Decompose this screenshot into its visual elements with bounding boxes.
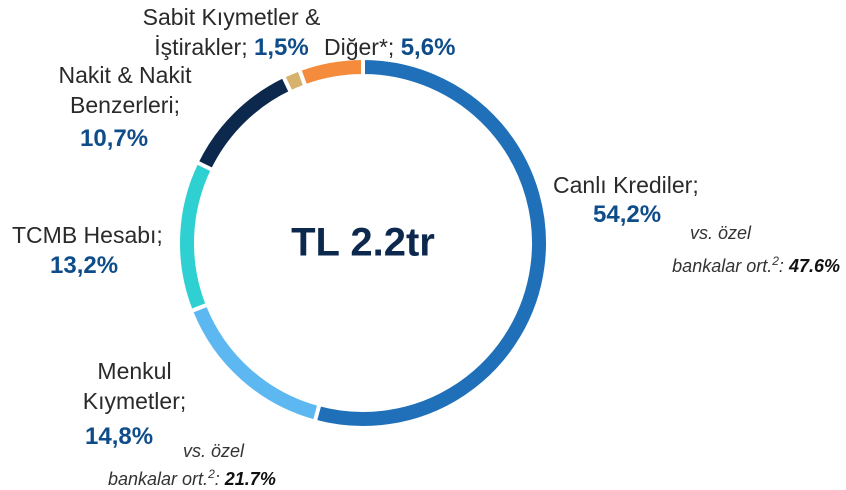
donut-segment [296, 55, 365, 89]
value-label: 13,2% [50, 252, 119, 279]
annotation-sep: : [214, 469, 220, 489]
annotation-sup: 2 [208, 467, 215, 481]
annotation-text: bankalar ort. [672, 256, 773, 276]
center-label: TL 2.2tr [291, 221, 435, 265]
value-label: 1,5% [253, 34, 309, 61]
annotation: vs. özel [690, 223, 752, 243]
donut-segment [176, 159, 216, 314]
category-label: Diğer*; 5,6% [324, 32, 455, 63]
value-label: 54,2% [593, 201, 662, 228]
value-label: 14,8% [85, 423, 154, 450]
category-label: Canlı Krediler; [553, 172, 699, 198]
annotation-value: 47.6% [788, 256, 840, 276]
value-label: 10,7% [80, 125, 149, 152]
donut-segment [188, 301, 322, 425]
donut-segment [193, 73, 294, 173]
category-label: Menkul Kıymetler; [82, 358, 187, 414]
annotation-text: bankalar ort. [108, 469, 209, 489]
value-label: 5,6% [400, 34, 456, 61]
annotation-sup: 2 [772, 254, 779, 268]
category-text: Diğer*; [324, 34, 395, 60]
annotation: bankalar ort.2: 21.7% [108, 463, 276, 490]
category-label: Sabit Kıymetler & İştirakler; 1,5% [124, 2, 339, 63]
category-label: Nakit & Nakit Benzerleri; [58, 62, 192, 118]
category-label: TCMB Hesabı; [12, 222, 163, 248]
annotation: vs. özel [183, 441, 245, 461]
annotation: bankalar ort.2: 47.6% [672, 250, 840, 277]
annotation-value: 21.7% [224, 469, 276, 489]
annotation-sep: : [778, 256, 784, 276]
donut [176, 55, 550, 430]
category-text: Sabit Kıymetler & İştirakler; [142, 4, 321, 60]
